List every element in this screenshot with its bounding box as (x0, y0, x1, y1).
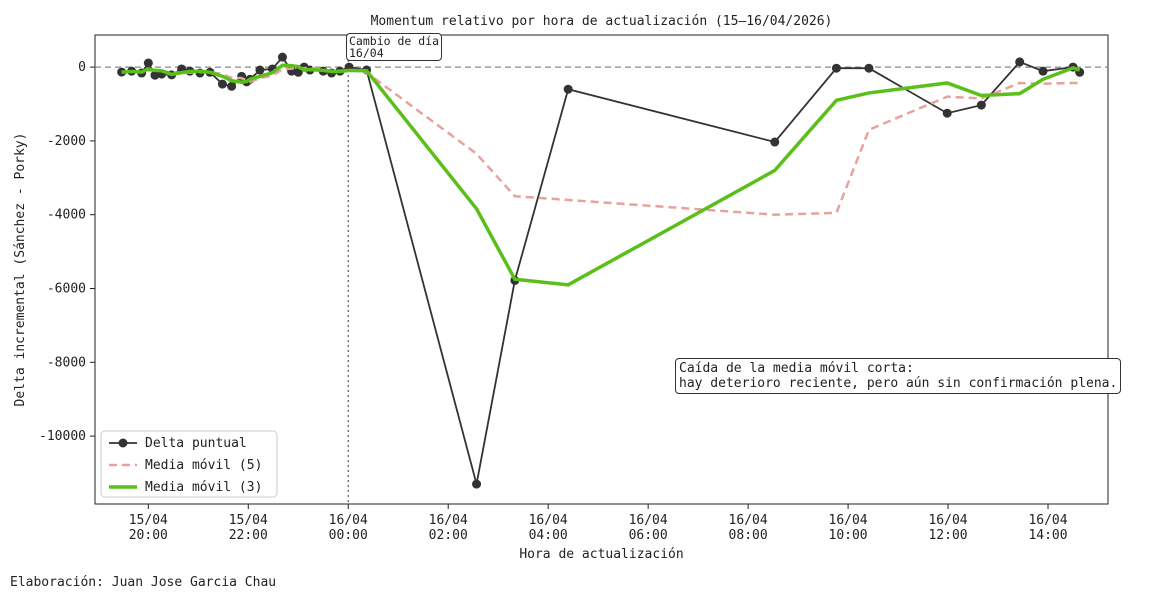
point (227, 81, 237, 91)
x-tick-label: 16/04 00:00 (329, 513, 368, 543)
note: Caída de la media móvil corta: hay deter… (675, 358, 1122, 394)
point (1038, 66, 1048, 76)
y-axis-label: Delta incremental (Sánchez - Porky) (13, 133, 28, 407)
chart-title: Momentum relativo por hora de actualizac… (371, 14, 833, 29)
point (217, 79, 227, 89)
point (143, 58, 153, 68)
legend-label: Delta puntual (145, 436, 247, 451)
x-tick-label: 16/04 08:00 (729, 513, 768, 543)
y-tick-label: -8000 (47, 355, 86, 370)
x-tick-label: 16/04 10:00 (829, 513, 868, 543)
series-line (121, 66, 1080, 216)
x-tick-label: 16/04 06:00 (629, 513, 668, 543)
legend-label: Media móvil (3) (145, 480, 262, 495)
day-change-label: Cambio de día 16/04 (346, 33, 443, 61)
point (831, 63, 841, 73)
point (563, 84, 573, 94)
x-tick-label: 16/04 02:00 (429, 513, 468, 543)
point (150, 70, 160, 80)
point (1015, 57, 1025, 67)
x-tick-label: 15/04 22:00 (229, 513, 268, 543)
point (255, 65, 265, 75)
y-tick-label: 0 (78, 60, 86, 75)
x-tick-label: 16/04 04:00 (529, 513, 568, 543)
plot-frame (94, 34, 1109, 505)
point (472, 479, 482, 489)
point (942, 108, 952, 118)
series-line (121, 55, 1081, 485)
footer: Elaboración: Juan Jose Garcia Chau (10, 575, 276, 590)
x-tick-label: 16/04 14:00 (1028, 513, 1067, 543)
y-tick-label: -10000 (39, 429, 86, 444)
point (976, 100, 986, 110)
legend-label: Media móvil (5) (145, 458, 262, 473)
legend-frame (100, 430, 278, 498)
series-line (121, 63, 1081, 287)
x-tick-label: 16/04 12:00 (928, 513, 967, 543)
y-tick-label: -4000 (47, 208, 86, 223)
legend-marker (118, 438, 128, 448)
point (277, 52, 287, 62)
y-tick-label: -2000 (47, 134, 86, 149)
x-axis-label: Hora de actualización (519, 547, 683, 562)
point (864, 63, 874, 73)
x-tick-label: 15/04 20:00 (129, 513, 168, 543)
point (770, 137, 780, 147)
y-tick-label: -6000 (47, 282, 86, 297)
